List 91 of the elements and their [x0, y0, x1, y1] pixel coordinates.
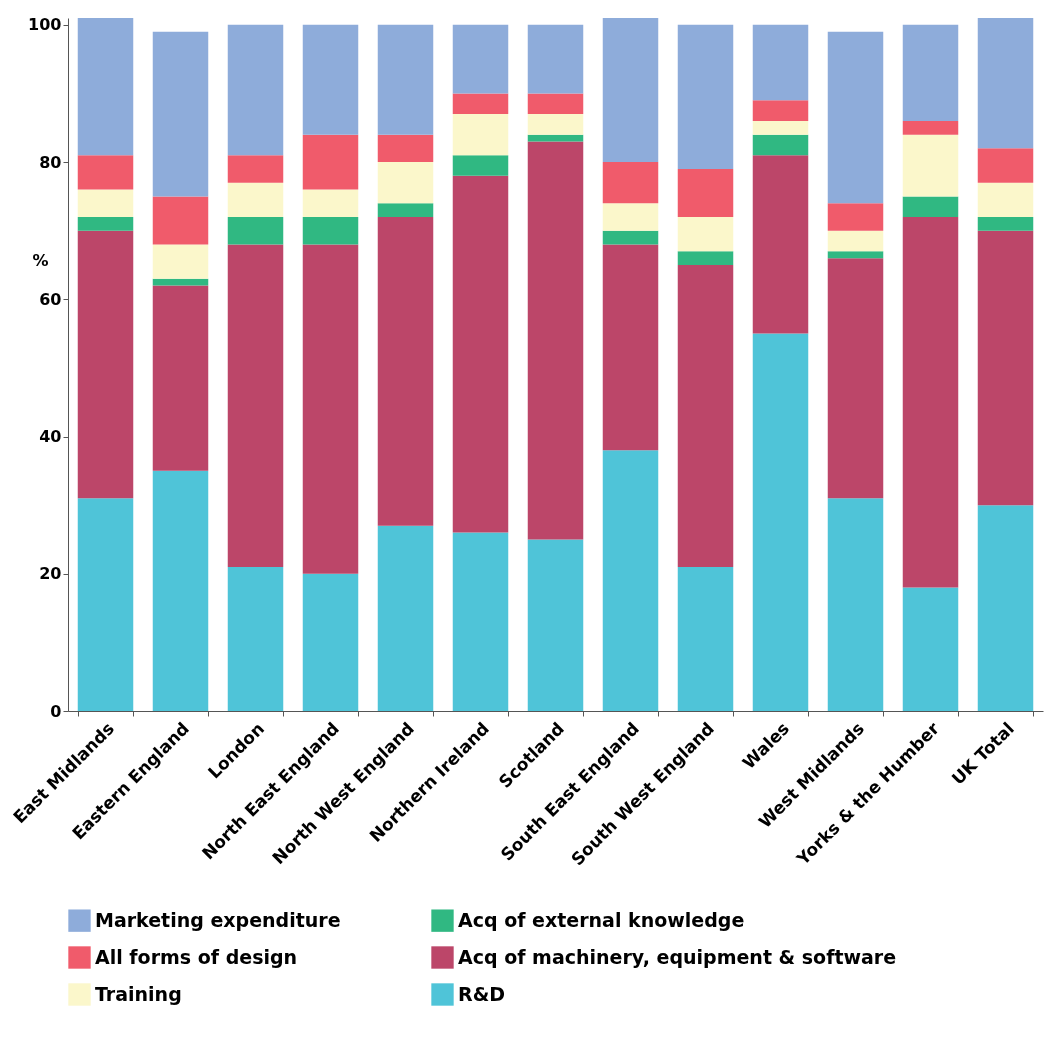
bar [752, 333, 809, 711]
bar [227, 216, 284, 245]
bar [227, 24, 284, 156]
bar [152, 196, 209, 245]
bar [152, 285, 209, 471]
bar [452, 93, 509, 115]
bar [152, 244, 209, 279]
bar [302, 189, 359, 217]
bar [677, 566, 734, 711]
bar [827, 498, 884, 711]
bar [602, 230, 659, 245]
bar [77, 216, 134, 231]
bar [902, 24, 959, 121]
bar [602, 203, 659, 231]
bar [602, 244, 659, 451]
bar [152, 470, 209, 711]
bar [977, 18, 1034, 149]
y-tick-label: 20 [39, 564, 62, 584]
bar [527, 24, 584, 94]
bar [677, 24, 734, 169]
bar [227, 244, 284, 567]
bar [977, 148, 1034, 183]
bar [77, 498, 134, 711]
bar [527, 134, 584, 142]
bar [452, 155, 509, 176]
bar [452, 175, 509, 533]
bar [827, 31, 884, 204]
legend-label: Training [95, 982, 182, 1005]
bar [527, 93, 584, 115]
bar [377, 162, 434, 204]
bar [902, 196, 959, 217]
bar [527, 114, 584, 135]
bar [377, 216, 434, 526]
bar [977, 182, 1034, 217]
legend-label: Acq of external knowledge [458, 908, 745, 931]
bar [602, 450, 659, 711]
bar [902, 587, 959, 711]
bar [602, 162, 659, 204]
bar [902, 216, 959, 588]
bar [677, 251, 734, 266]
bar [827, 258, 884, 499]
bar [302, 216, 359, 245]
bar [227, 566, 284, 711]
bar [827, 230, 884, 252]
bar [752, 24, 809, 101]
bar [77, 189, 134, 217]
bar [902, 120, 959, 135]
y-tick-label: 0 [50, 701, 62, 721]
bar [977, 216, 1034, 231]
bar [527, 539, 584, 711]
bar [902, 134, 959, 197]
bar [527, 141, 584, 540]
bar [752, 155, 809, 334]
bar [452, 114, 509, 156]
bar [452, 24, 509, 94]
y-tick-label: 40 [39, 427, 62, 447]
bar [302, 244, 359, 574]
bar [302, 134, 359, 190]
bar [827, 203, 884, 231]
bar [977, 230, 1034, 506]
y-axis-title: % [32, 250, 49, 270]
legend-label: Marketing expenditure [95, 908, 341, 931]
bar [377, 203, 434, 217]
bar [227, 155, 284, 183]
bar [752, 100, 809, 121]
bar [302, 573, 359, 711]
bar [677, 216, 734, 252]
bar [227, 182, 284, 217]
bar [752, 134, 809, 156]
bar [152, 31, 209, 197]
bar [452, 532, 509, 711]
y-tick-label: 60 [39, 289, 62, 309]
bar [677, 168, 734, 217]
bar [377, 134, 434, 163]
bar [752, 120, 809, 135]
bar [77, 230, 134, 499]
bar [977, 505, 1034, 711]
bar [602, 18, 659, 163]
legend-label: All forms of design [95, 945, 298, 968]
bar [377, 525, 434, 711]
bar [77, 155, 134, 190]
bar [302, 24, 359, 135]
y-tick-label: 80 [39, 152, 62, 172]
bar [827, 251, 884, 259]
bar [152, 278, 209, 286]
y-tick-label: 100 [28, 15, 62, 35]
legend-label: R&D [458, 982, 505, 1005]
bar [677, 265, 734, 567]
bar [77, 18, 134, 156]
bar [377, 24, 434, 135]
legend-label: Acq of machinery, equipment & software [458, 945, 897, 968]
